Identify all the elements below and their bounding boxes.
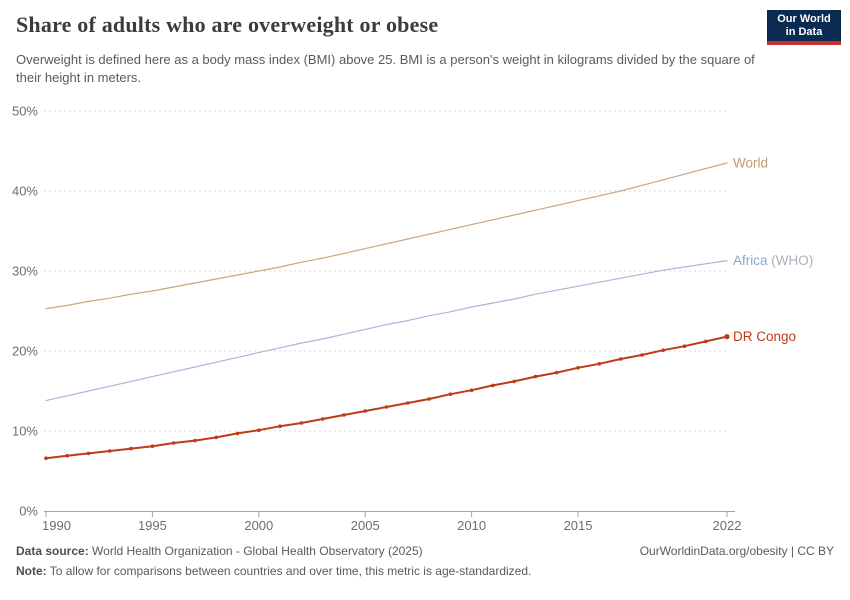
data-point-marker (405, 401, 410, 405)
data-point-marker (682, 344, 687, 349)
license-link[interactable]: OurWorldinData.org/obesity | CC BY (639, 544, 834, 558)
series-dr-congo[interactable]: DR Congo (44, 329, 796, 461)
data-point-marker (342, 413, 346, 417)
series-line-dr-congo[interactable] (45, 335, 728, 460)
series-label-africa-who[interactable]: Africa (WHO) (733, 253, 813, 268)
series-markers-dr-congo (44, 334, 730, 461)
data-point-marker (491, 383, 495, 388)
data-point-marker (320, 417, 325, 421)
data-point-marker (703, 339, 708, 344)
data-point-marker (554, 370, 559, 375)
data-point-marker (618, 357, 623, 361)
data-source-text: World Health Organization - Global Healt… (88, 544, 423, 558)
owid-logo-line1: Our World (777, 13, 831, 25)
data-point-marker (597, 362, 602, 366)
data-point-marker (278, 424, 282, 429)
owid-logo[interactable]: Our World in Data (767, 10, 841, 45)
data-point-marker (448, 392, 453, 397)
x-axis-tick-label-2005: 2005 (351, 518, 380, 533)
page-title: Share of adults who are overweight or ob… (16, 12, 439, 37)
data-point-marker (427, 397, 431, 401)
data-source-label: Data source: (16, 544, 89, 558)
series-line-world[interactable] (45, 162, 728, 310)
chart-subtitle: Overweight is defined here as a body mas… (16, 52, 755, 86)
series-label-dr-congo[interactable]: DR Congo (733, 329, 796, 344)
x-axis-tick-label-2000: 2000 (244, 518, 273, 533)
x-axis-tick-label-1995: 1995 (138, 518, 167, 533)
data-point-marker (108, 449, 112, 453)
data-point-marker (193, 438, 197, 443)
data-point-marker (469, 388, 474, 393)
y-axis-tick-label-0: 0% (19, 504, 38, 519)
y-axis-tick-label-30: 30% (12, 264, 38, 279)
y-axis-tick-label-20: 20% (12, 344, 38, 359)
owid-logo-line2: in Data (785, 25, 823, 38)
data-point-marker (86, 451, 91, 456)
data-point-marker (214, 435, 219, 440)
x-axis-tick-label-2022: 2022 (713, 518, 742, 533)
data-point-marker (171, 441, 176, 445)
y-axis-tick-label-50: 50% (12, 104, 38, 119)
data-point-marker (257, 428, 261, 433)
series-label-world[interactable]: World (733, 156, 768, 171)
data-point-marker (640, 353, 644, 357)
data-point-marker (65, 454, 70, 458)
series-line-africa-who[interactable] (45, 260, 728, 402)
note-label: Note: (16, 564, 47, 578)
data-point-marker (384, 405, 389, 409)
data-point-marker (533, 374, 538, 379)
data-point-marker (724, 334, 730, 340)
data-point-marker (363, 409, 368, 413)
data-source-line: Data source: World Health Organization -… (16, 544, 423, 558)
series-africa-who[interactable]: Africa (WHO) (45, 253, 813, 402)
note-line: Note: To allow for comparisons between c… (16, 564, 834, 578)
data-point-marker (661, 348, 665, 353)
data-point-marker (129, 446, 133, 451)
note-text: To allow for comparisons between countri… (46, 564, 532, 578)
series-world[interactable]: World (45, 156, 768, 310)
data-point-marker (512, 379, 516, 384)
y-axis-tick-label-40: 40% (12, 184, 38, 199)
y-axis-tick-label-10: 10% (12, 424, 38, 439)
data-point-marker (150, 444, 155, 449)
data-point-marker (299, 421, 304, 425)
data-point-marker (44, 456, 48, 461)
data-point-marker (576, 366, 580, 370)
x-axis-tick-label-2015: 2015 (564, 518, 593, 533)
x-axis-tick-label-2010: 2010 (457, 518, 486, 533)
data-point-marker (235, 431, 240, 436)
chart-footer: Data source: World Health Organization -… (16, 544, 834, 578)
x-axis-tick-label-1990: 1990 (42, 518, 71, 533)
